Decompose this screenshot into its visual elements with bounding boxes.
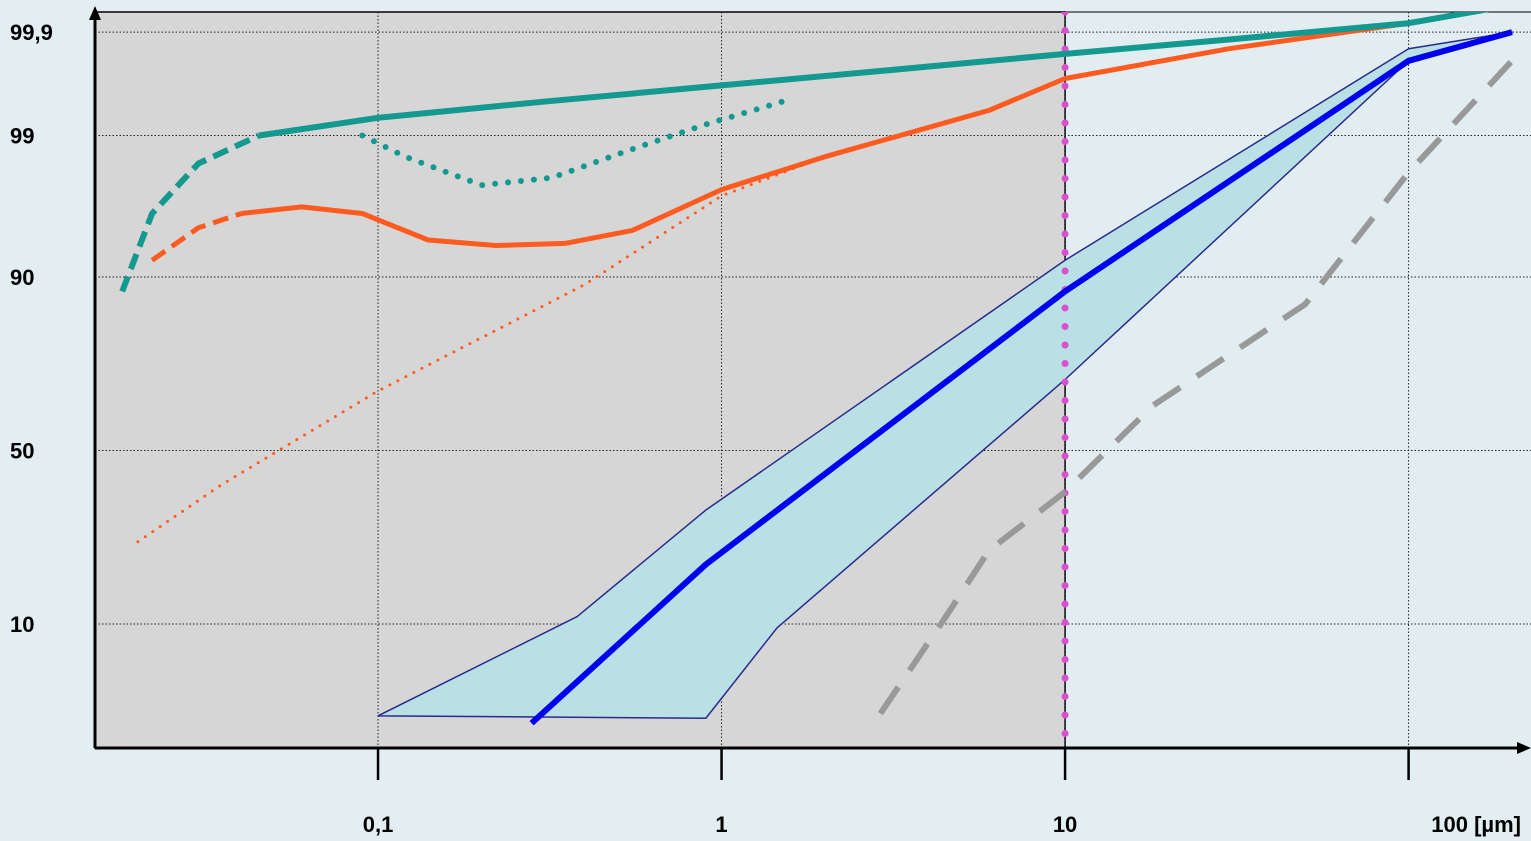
series-line-2 — [241, 12, 1487, 248]
x-tick-label: 100 [µm] — [1431, 812, 1521, 837]
y-tick-label: 99,9 — [10, 20, 53, 45]
x-axis-arrow — [1517, 742, 1531, 754]
y-tick-label: 90 — [10, 265, 34, 290]
series-line-0 — [529, 29, 1513, 726]
series-line-6 — [359, 98, 785, 189]
x-tick-label: 10 — [1053, 812, 1077, 837]
series-line-7 — [877, 58, 1515, 716]
y-tick-label: 99 — [10, 124, 34, 149]
x-tick-label: 1 — [715, 812, 727, 837]
y-axis-arrow — [89, 6, 101, 20]
y-tick-label: 50 — [10, 439, 34, 464]
series-line-1 — [150, 211, 243, 263]
y-tick-label: 10 — [10, 612, 34, 637]
x-tick-label: 0,1 — [363, 812, 394, 837]
series-line-5 — [258, 12, 1490, 139]
